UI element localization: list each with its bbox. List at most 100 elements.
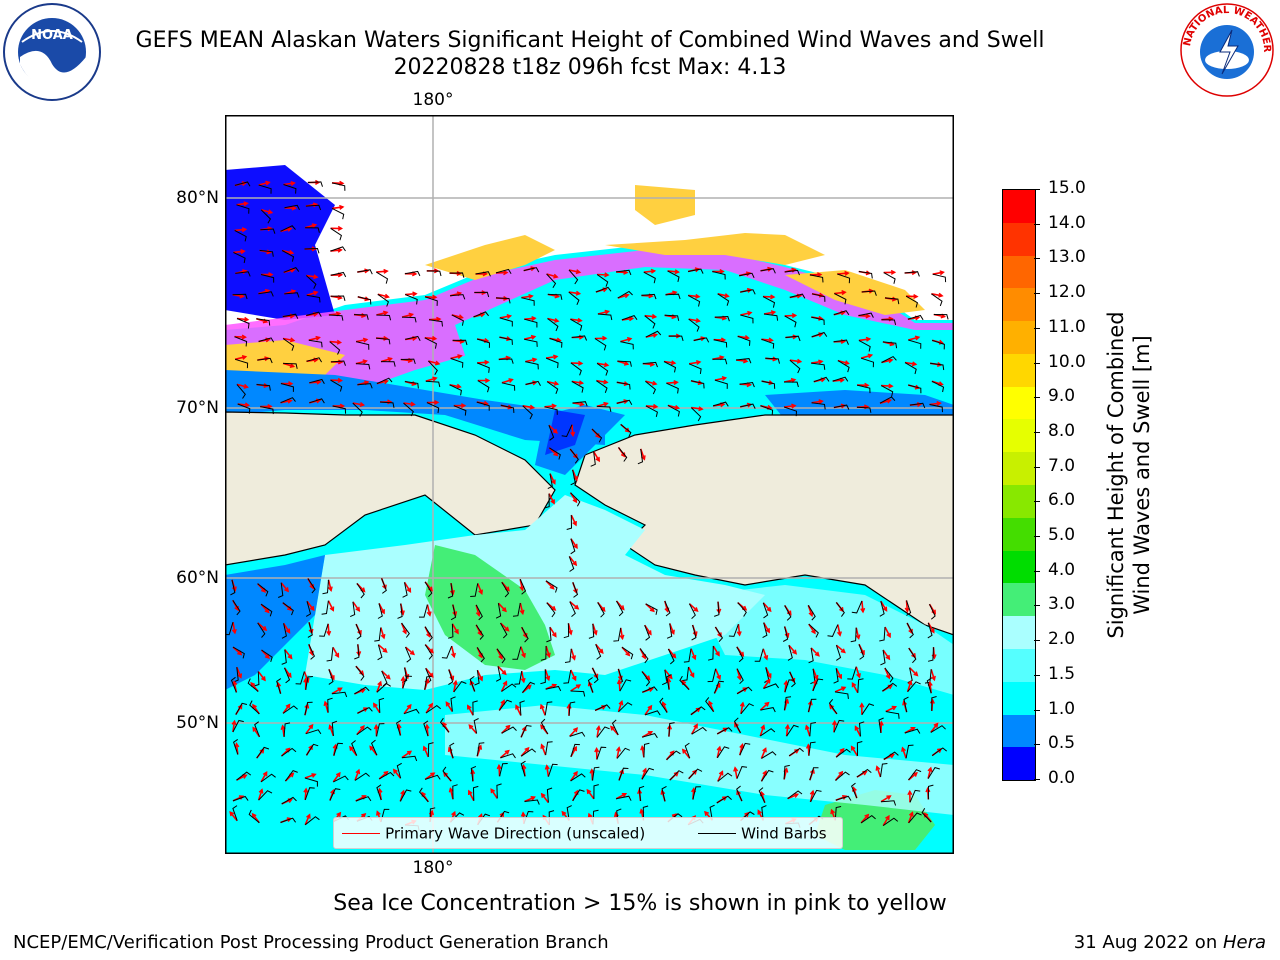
wind-barb — [402, 582, 408, 598]
wind-barb — [784, 696, 792, 711]
wave-direction-arrow — [714, 377, 726, 381]
wave-direction-arrow — [327, 623, 330, 635]
wind-barb — [280, 383, 294, 392]
wave-arrow-head — [243, 316, 250, 322]
nws-logo: NATIONAL WEATHER SERVICE — [1172, 0, 1278, 100]
wave-direction-arrow — [546, 273, 558, 278]
colorbar-band — [1003, 648, 1035, 682]
wave-arrow-head — [619, 634, 625, 641]
colorbar-ticks: 15.0 14.0 13.0 12.0 11.0 10.0 9.0 8.0 7.0 6.0 5.0 4… — [1034, 178, 1106, 788]
wave-arrow-head — [306, 813, 311, 819]
wave-arrow-head — [373, 723, 379, 730]
wave-arrow-head — [303, 787, 309, 793]
wind-barb — [642, 686, 658, 693]
map-frame — [225, 115, 954, 854]
wind-barb — [596, 362, 609, 376]
wave-direction-arrow — [476, 669, 483, 681]
wave-arrow-head — [362, 359, 368, 365]
wind-barb — [587, 677, 594, 693]
wave-direction-arrow — [260, 771, 268, 783]
wave-direction-arrow — [663, 360, 676, 364]
colorbar-tick-mark — [1034, 293, 1040, 295]
wind-barb — [476, 647, 485, 663]
wind-barb — [304, 787, 315, 801]
wind-barb — [568, 556, 575, 572]
wave-arrow-head — [914, 335, 921, 341]
wave-direction-arrow — [428, 360, 440, 365]
wave-arrow-head — [286, 672, 292, 679]
ice-yellow-4 — [225, 340, 345, 377]
wave-arrow-head — [508, 378, 514, 383]
wave-direction-arrow — [260, 209, 273, 214]
wave-arrow-head — [329, 606, 335, 612]
wave-arrow-head — [337, 225, 344, 232]
wave-arrow-head — [575, 269, 582, 275]
wave-arrow-head — [739, 701, 745, 707]
wave-arrow-head — [289, 363, 296, 368]
wind-barb — [616, 600, 624, 617]
wind-barb — [424, 581, 433, 598]
wave-arrow-head — [373, 702, 378, 708]
wave-direction-arrow — [376, 311, 388, 316]
wave-direction-arrow — [329, 340, 341, 344]
wave-arrow-head — [339, 403, 346, 409]
wind-barb — [620, 341, 634, 350]
wave-direction-arrow — [570, 538, 578, 549]
wave-direction-arrow — [854, 726, 862, 737]
wave-arrow-head — [400, 675, 406, 682]
wind-barb — [450, 357, 464, 368]
wind-barb — [761, 769, 774, 782]
wave-direction-arrow — [569, 727, 578, 737]
wave-arrow-head — [930, 628, 935, 634]
wave-arrow-head — [875, 765, 881, 771]
wind-barb — [666, 382, 679, 394]
wind-barb — [450, 604, 457, 621]
wave-direction-arrow — [571, 380, 583, 384]
wind-barb — [281, 747, 297, 757]
wind-barb — [258, 291, 274, 297]
wind-barb — [642, 361, 658, 368]
wave-direction-arrow — [619, 627, 624, 639]
wind-barb — [329, 788, 341, 801]
wind-barb — [405, 646, 412, 663]
wind-barb — [566, 805, 572, 821]
wave-direction-arrow — [234, 335, 246, 338]
wind-barb — [762, 296, 776, 308]
wave-direction-arrow — [618, 680, 621, 692]
wave-direction-arrow — [805, 725, 811, 737]
wind-barb — [477, 362, 490, 373]
wave-arrow-head — [885, 674, 891, 680]
wind-barb — [523, 267, 540, 273]
legend-wave-label: Primary Wave Direction (unscaled) — [385, 824, 646, 843]
wind-barb — [858, 339, 871, 352]
wind-barb — [811, 316, 825, 326]
wind-barb — [520, 760, 526, 777]
wind-barb — [571, 380, 584, 393]
wave-direction-arrow — [835, 644, 846, 654]
wind-barb — [786, 724, 799, 737]
colorbar-band — [1003, 321, 1035, 354]
wind-barb — [236, 384, 246, 399]
colorbar-tick-label: 2.0 — [1048, 629, 1076, 650]
wave-direction-arrow — [834, 686, 846, 693]
lat-label-80: 80°N — [176, 188, 219, 208]
colorbar-tick-mark — [1034, 431, 1040, 433]
wind-barb — [597, 602, 605, 618]
wave-arrow-head — [355, 606, 361, 613]
wind-barb — [405, 335, 421, 342]
wave-direction-arrow — [467, 705, 474, 716]
wind-barb — [904, 362, 917, 375]
wave-direction-arrow — [499, 750, 510, 759]
wave-arrow-head — [532, 357, 538, 363]
wind-barb — [661, 785, 667, 802]
wind-barb — [884, 667, 894, 683]
wave-arrow-head — [445, 701, 451, 707]
wave-direction-arrow — [740, 311, 752, 316]
wave-arrow-head — [721, 376, 728, 382]
colorbar-tick-mark — [1034, 640, 1040, 642]
wave-arrow-head — [328, 724, 334, 730]
wave-arrow-head — [617, 675, 623, 682]
wind-barb — [514, 671, 523, 685]
wave-arrow-head — [337, 247, 343, 253]
wind-barb — [233, 667, 239, 683]
